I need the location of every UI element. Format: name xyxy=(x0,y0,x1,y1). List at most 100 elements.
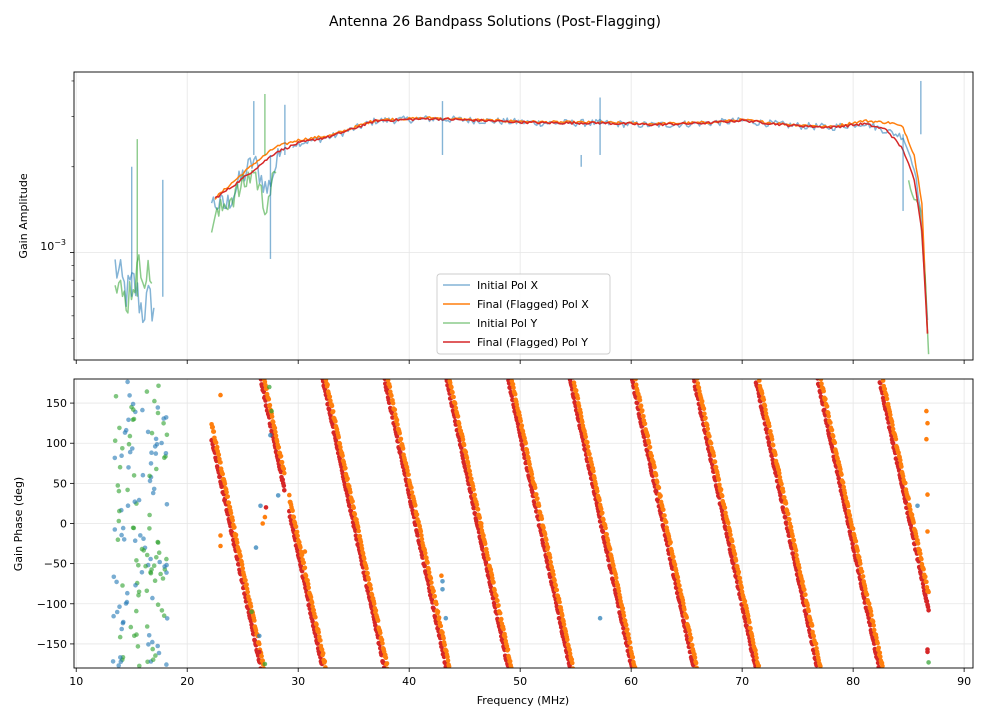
phase-point-final-x xyxy=(319,647,325,652)
phase-point-initial-x xyxy=(275,493,281,498)
phase-point-final-y xyxy=(353,528,358,534)
phase-point-final-x xyxy=(597,497,602,503)
phase-point-final-x xyxy=(585,440,590,445)
phase-point-final-x xyxy=(330,409,336,414)
phase-point-final-x xyxy=(855,548,860,554)
phase-point-final-x xyxy=(368,586,374,592)
phase-point-final-x xyxy=(874,635,879,640)
phase-point-final-x xyxy=(871,623,876,628)
phase-point-initial-y xyxy=(116,518,122,524)
phase-point-initial-y xyxy=(155,410,161,416)
legend-label-initial-x: Initial Pol X xyxy=(477,279,538,292)
phase-point-final-x xyxy=(302,549,308,554)
phase-point-initial-x xyxy=(163,415,169,420)
phase-point-final-x xyxy=(647,444,653,450)
phase-point-final-x xyxy=(884,396,890,402)
phase-point-final-x xyxy=(754,655,759,661)
phase-point-final-x xyxy=(352,512,358,517)
phase-point-final-x xyxy=(240,566,245,571)
phase-point-final-x xyxy=(302,565,308,570)
phase-xtick-label: 60 xyxy=(624,675,638,688)
phase-point-final-y xyxy=(890,440,896,446)
phase-point-initial-y xyxy=(164,432,170,438)
phase-point-final-x xyxy=(262,514,268,520)
phase-point-final-x xyxy=(567,651,573,656)
phase-point-final-x xyxy=(290,508,295,513)
phase-point-final-x xyxy=(541,525,546,531)
phase-point-final-x xyxy=(247,597,252,603)
phase-point-final-x xyxy=(924,579,929,585)
phase-point-final-x xyxy=(218,392,223,398)
phase-point-final-x xyxy=(668,540,673,545)
phase-point-initial-x xyxy=(125,379,130,385)
phase-point-final-x xyxy=(465,460,471,466)
phase-point-initial-x xyxy=(117,604,122,609)
phase-point-final-x xyxy=(926,589,931,595)
phase-point-final-x xyxy=(419,533,424,538)
phase-point-final-x xyxy=(742,598,748,604)
phase-point-final-x xyxy=(587,451,592,457)
phase-point-final-x xyxy=(534,492,539,497)
phase-point-final-x xyxy=(463,450,469,455)
phase-point-initial-x xyxy=(126,417,131,423)
phase-point-final-x xyxy=(626,636,632,641)
phase-point-initial-x xyxy=(164,502,170,507)
phase-point-final-y xyxy=(315,641,320,646)
phase-point-final-x xyxy=(316,629,322,635)
phase-point-final-x xyxy=(558,607,564,613)
phase-point-initial-y xyxy=(926,660,931,665)
phase-point-initial-x xyxy=(114,609,120,615)
phase-point-initial-x xyxy=(151,486,157,492)
phase-point-final-y xyxy=(600,529,606,534)
phase-point-initial-x xyxy=(141,536,146,541)
phase-point-initial-y xyxy=(154,555,159,560)
phase-point-final-x xyxy=(925,420,930,426)
phase-point-final-x xyxy=(903,480,908,486)
phase-point-final-x xyxy=(914,534,919,539)
phase-point-final-x xyxy=(373,608,379,613)
phase-point-final-x xyxy=(637,397,643,403)
phase-point-final-x xyxy=(385,666,390,668)
phase-point-initial-y xyxy=(147,473,152,479)
phase-point-final-x xyxy=(361,556,367,561)
phase-point-final-x xyxy=(393,412,398,417)
phase-point-final-x xyxy=(295,533,300,539)
phase-point-final-x xyxy=(908,507,913,512)
phase-point-final-x xyxy=(262,379,268,385)
phase-point-initial-y xyxy=(149,567,154,572)
phase-point-final-x xyxy=(238,553,243,559)
phase-point-final-x xyxy=(356,528,362,534)
phase-point-initial-x xyxy=(146,633,152,638)
phase-point-final-x xyxy=(379,637,385,643)
phase-point-final-x xyxy=(466,464,471,469)
phase-point-final-x xyxy=(800,579,805,584)
phase-point-final-x xyxy=(455,414,461,419)
phase-point-final-x xyxy=(818,664,823,668)
phase-point-final-y xyxy=(924,598,930,604)
phase-plot-area xyxy=(110,379,931,668)
phase-point-initial-x xyxy=(122,430,128,435)
phase-xtick-label: 30 xyxy=(291,675,305,688)
phase-point-final-x xyxy=(882,386,888,392)
phase-point-final-x xyxy=(806,608,811,614)
phase-point-final-y xyxy=(571,395,577,401)
phase-point-final-x xyxy=(474,502,480,507)
phase-point-final-y xyxy=(926,608,931,613)
phase-point-final-x xyxy=(832,440,838,446)
phase-point-final-y xyxy=(263,505,269,510)
phase-point-final-x xyxy=(253,628,259,633)
phase-point-final-x xyxy=(699,399,705,404)
phase-point-final-x xyxy=(712,459,718,465)
phase-point-final-x xyxy=(281,466,287,472)
phase-point-initial-x xyxy=(126,465,131,470)
phase-point-final-x xyxy=(821,388,826,394)
phase-point-final-x xyxy=(711,453,717,458)
phase-point-final-x xyxy=(272,425,278,431)
phase-point-final-x xyxy=(218,533,223,538)
phase-point-initial-y xyxy=(134,608,139,614)
phase-point-final-y xyxy=(460,456,466,461)
phase-point-final-x xyxy=(308,594,314,600)
phase-point-final-x xyxy=(708,440,714,446)
amplitude-ytick-exponent: −3 xyxy=(54,238,66,247)
phase-point-final-y xyxy=(729,554,734,559)
